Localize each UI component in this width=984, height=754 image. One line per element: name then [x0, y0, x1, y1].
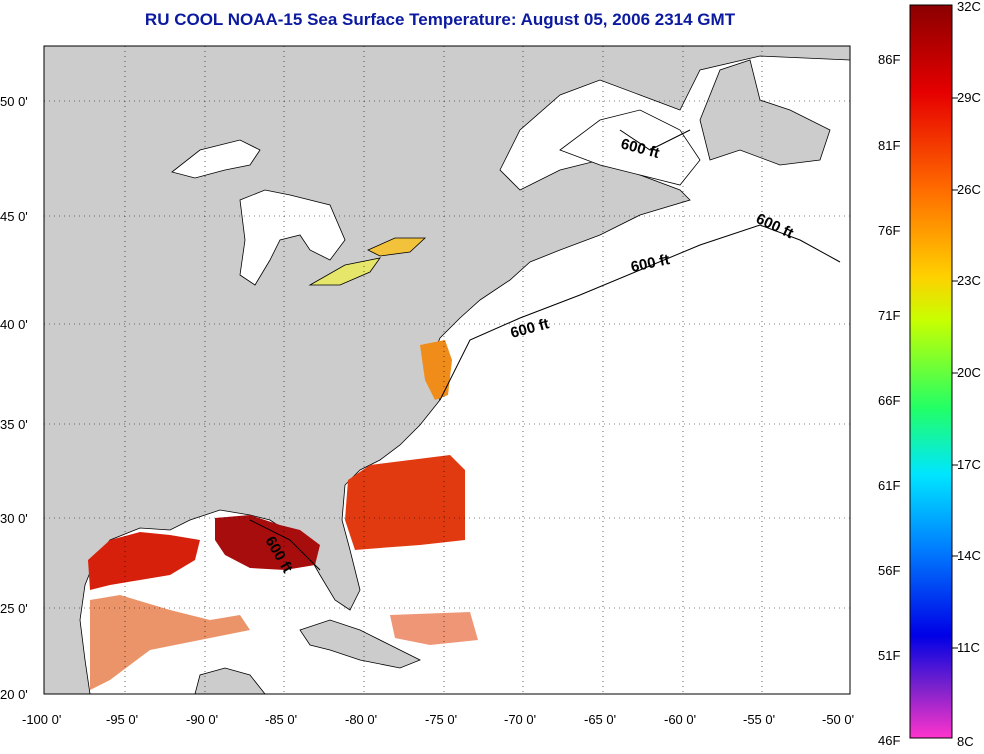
colorbar-celsius-label: 23C	[957, 273, 981, 288]
lon-tick-label: -60 0'	[664, 712, 696, 727]
colorbar-celsius-label: 11C	[957, 640, 980, 655]
colorbar-fahrenheit-label: 66F	[878, 393, 900, 408]
colorbar-fahrenheit-label: 76F	[878, 223, 900, 238]
sst-gulf-west	[88, 532, 200, 590]
colorbar-celsius-label: 26C	[957, 182, 981, 197]
lon-tick-label: -65 0'	[584, 712, 616, 727]
lon-tick-label: -85 0'	[265, 712, 297, 727]
lon-tick-label: -75 0'	[425, 712, 457, 727]
colorbar-fahrenheit-label: 71F	[878, 308, 900, 323]
colorbar-fahrenheit-label: 81F	[878, 138, 900, 153]
lon-tick-label: -70 0'	[504, 712, 536, 727]
lat-tick-label: 45 0'	[0, 209, 28, 224]
colorbar	[909, 4, 953, 739]
sst-chesapeake	[420, 340, 452, 400]
colorbar-celsius-label: 32C	[957, 0, 981, 14]
colorbar-fahrenheit-label: 51F	[878, 648, 900, 663]
lat-tick-label: 50 0'	[0, 94, 28, 109]
colorbar-celsius-label: 20C	[957, 365, 981, 380]
lat-tick-label: 20 0'	[0, 687, 28, 702]
lon-tick-label: -100 0'	[22, 712, 61, 727]
lake-michigan-huron	[239, 189, 346, 286]
lon-tick-label: -50 0'	[822, 712, 854, 727]
sst-atlantic-southeast	[345, 455, 465, 550]
lon-tick-label: -55 0'	[743, 712, 775, 727]
lake-ontario	[367, 237, 427, 257]
lat-tick-label: 30 0'	[0, 511, 28, 526]
lat-tick-label: 35 0'	[0, 417, 28, 432]
lon-tick-label: -90 0'	[186, 712, 218, 727]
colorbar-celsius-label: 17C	[957, 457, 981, 472]
map-title: RU COOL NOAA-15 Sea Surface Temperature:…	[144, 10, 736, 29]
colorbar-fahrenheit-label: 56F	[878, 563, 900, 578]
lon-tick-label: -80 0'	[345, 712, 377, 727]
colorbar-celsius-label: 29C	[957, 90, 981, 105]
lon-tick-label: -95 0'	[106, 712, 138, 727]
sst-bahamas-scatter	[390, 612, 478, 645]
colorbar-ticks	[952, 97, 958, 649]
land-yucatan	[194, 667, 266, 694]
lat-tick-label: 25 0'	[0, 601, 28, 616]
sst-gulf-scatter	[90, 595, 250, 690]
land-newfoundland	[699, 59, 831, 166]
colorbar-fahrenheit-label: 46F	[878, 733, 900, 748]
lat-tick-label: 40 0'	[0, 317, 28, 332]
colorbar-fahrenheit-label: 61F	[878, 478, 900, 493]
lake-superior	[171, 139, 261, 179]
colorbar-celsius-label: 14C	[957, 548, 981, 563]
land-cuba	[299, 619, 421, 669]
graticule	[44, 46, 850, 694]
colorbar-fahrenheit-label: 86F	[878, 52, 900, 67]
map-frame	[43, 45, 851, 695]
colorbar-celsius-label: 8C	[957, 734, 974, 749]
gulf-st-lawrence	[559, 109, 701, 186]
contour-600ft	[249, 129, 841, 571]
sst-gulf-east	[215, 515, 320, 570]
lake-erie	[308, 257, 381, 286]
